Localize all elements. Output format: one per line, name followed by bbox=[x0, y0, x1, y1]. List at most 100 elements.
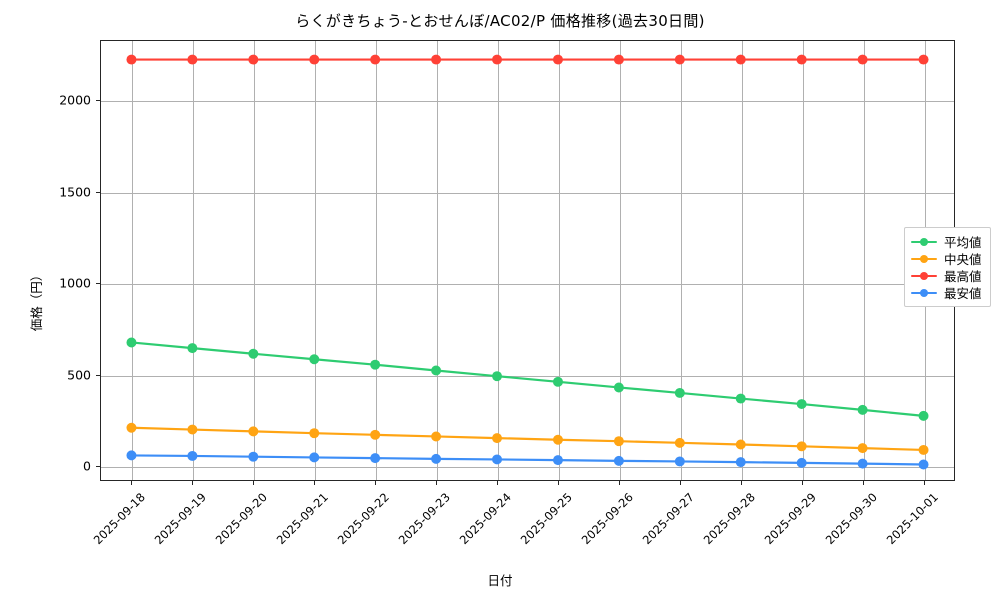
series-marker bbox=[431, 54, 442, 65]
gridline-vertical bbox=[497, 41, 499, 480]
x-axis-tick-mark bbox=[435, 481, 437, 485]
x-axis-tick-label: 2025-09-18 bbox=[90, 490, 148, 548]
legend-color-swatch-icon bbox=[911, 253, 937, 265]
legend-color-swatch-icon bbox=[911, 287, 937, 299]
series-marker bbox=[248, 348, 259, 359]
gridline-vertical bbox=[681, 41, 683, 480]
legend-label: 平均値 bbox=[944, 235, 982, 250]
gridline-vertical bbox=[375, 41, 377, 480]
series-marker bbox=[918, 459, 929, 470]
x-axis-tick-mark bbox=[863, 481, 865, 485]
x-axis-tick-mark bbox=[802, 481, 804, 485]
gridline-horizontal bbox=[101, 192, 954, 194]
x-axis-tick-label: 2025-09-27 bbox=[639, 490, 698, 548]
y-axis-tick-label: 1000 bbox=[59, 275, 91, 291]
series-line bbox=[130, 426, 925, 452]
gridline-vertical bbox=[620, 41, 622, 480]
x-axis-tick-mark bbox=[252, 481, 254, 485]
legend-label: 最安値 bbox=[944, 286, 982, 301]
gridline-vertical bbox=[192, 41, 194, 480]
x-axis-tick-label: 2025-09-26 bbox=[578, 490, 636, 548]
series-marker bbox=[492, 433, 503, 444]
x-axis-tick-label: 2025-09-25 bbox=[517, 490, 575, 548]
x-axis-tick-label: 2025-09-30 bbox=[823, 490, 881, 548]
series-marker bbox=[613, 455, 624, 466]
gridline-vertical bbox=[131, 41, 133, 480]
series-marker bbox=[248, 54, 259, 65]
y-axis-tick-mark bbox=[96, 283, 100, 285]
gridline-horizontal bbox=[101, 467, 954, 469]
series-marker bbox=[613, 382, 624, 393]
series-marker bbox=[735, 54, 746, 65]
series-marker bbox=[370, 429, 381, 440]
plot-area bbox=[100, 40, 955, 481]
x-axis-title: 日付 bbox=[487, 573, 513, 588]
series-marker bbox=[918, 410, 929, 421]
series-marker bbox=[918, 54, 929, 65]
series-marker bbox=[126, 337, 137, 348]
series-marker bbox=[857, 404, 868, 415]
series-marker bbox=[492, 454, 503, 465]
series-marker bbox=[431, 365, 442, 376]
series-marker bbox=[796, 54, 807, 65]
gridline-vertical bbox=[803, 41, 805, 480]
y-axis-tick-mark bbox=[96, 466, 100, 468]
series-marker bbox=[613, 54, 624, 65]
gridline-vertical bbox=[253, 41, 255, 480]
series-marker bbox=[735, 393, 746, 404]
series-line bbox=[130, 341, 925, 417]
series-marker bbox=[796, 441, 807, 452]
x-axis-tick-mark bbox=[374, 481, 376, 485]
series-marker bbox=[552, 434, 563, 445]
x-axis-tick-mark bbox=[619, 481, 621, 485]
x-axis-tick-mark bbox=[496, 481, 498, 485]
legend-label: 最高値 bbox=[944, 269, 982, 284]
gridline-horizontal bbox=[101, 375, 954, 377]
gridline-vertical bbox=[559, 41, 561, 480]
series-marker bbox=[552, 376, 563, 387]
gridline-vertical bbox=[436, 41, 438, 480]
x-axis-tick-label: 2025-10-01 bbox=[884, 490, 942, 548]
x-axis-tick-label: 2025-09-22 bbox=[334, 490, 392, 548]
series-marker bbox=[613, 436, 624, 447]
series-marker bbox=[370, 54, 381, 65]
series-marker bbox=[552, 54, 563, 65]
legend-item[interactable]: 最安値 bbox=[911, 284, 982, 301]
series-marker bbox=[126, 54, 137, 65]
series-marker bbox=[492, 54, 503, 65]
series-marker bbox=[492, 371, 503, 382]
series-marker bbox=[126, 450, 137, 461]
series-marker bbox=[857, 54, 868, 65]
legend-item[interactable]: 最高値 bbox=[911, 267, 982, 284]
x-axis-tick-mark bbox=[680, 481, 682, 485]
y-axis-title: 価格（円） bbox=[28, 268, 44, 332]
y-axis-tick-label: 1500 bbox=[59, 184, 91, 200]
x-axis-tick-label: 2025-09-28 bbox=[700, 490, 759, 548]
series-marker bbox=[187, 424, 198, 435]
series-marker bbox=[735, 439, 746, 450]
x-axis-tick-mark bbox=[191, 481, 193, 485]
y-axis-tick-mark bbox=[96, 191, 100, 193]
series-marker bbox=[187, 450, 198, 461]
series-marker bbox=[674, 387, 685, 398]
gridline-vertical bbox=[864, 41, 866, 480]
legend-item[interactable]: 中央値 bbox=[911, 250, 982, 267]
series-marker bbox=[248, 451, 259, 462]
series-marker bbox=[857, 458, 868, 469]
series-marker bbox=[126, 422, 137, 433]
series-marker bbox=[796, 399, 807, 410]
series-marker bbox=[248, 426, 259, 437]
legend-item[interactable]: 平均値 bbox=[911, 233, 982, 250]
y-axis-tick-label: 500 bbox=[67, 367, 91, 383]
chart-legend[interactable]: 平均値 中央値最高値最安値 bbox=[904, 227, 991, 307]
series-marker bbox=[431, 453, 442, 464]
x-axis-tick-label: 2025-09-20 bbox=[212, 490, 270, 548]
y-axis-tick-label: 0 bbox=[83, 458, 91, 474]
x-axis-tick-label: 2025-09-23 bbox=[395, 490, 453, 548]
x-axis-tick-label: 2025-09-19 bbox=[151, 490, 209, 548]
x-axis-tick-label: 2025-09-21 bbox=[273, 490, 331, 548]
series-marker bbox=[674, 456, 685, 467]
series-marker bbox=[370, 453, 381, 464]
chart-title: らくがきちょう-とおせんぼ/AC02/P 価格推移(過去30日間) bbox=[295, 12, 705, 30]
gridline-vertical bbox=[314, 41, 316, 480]
